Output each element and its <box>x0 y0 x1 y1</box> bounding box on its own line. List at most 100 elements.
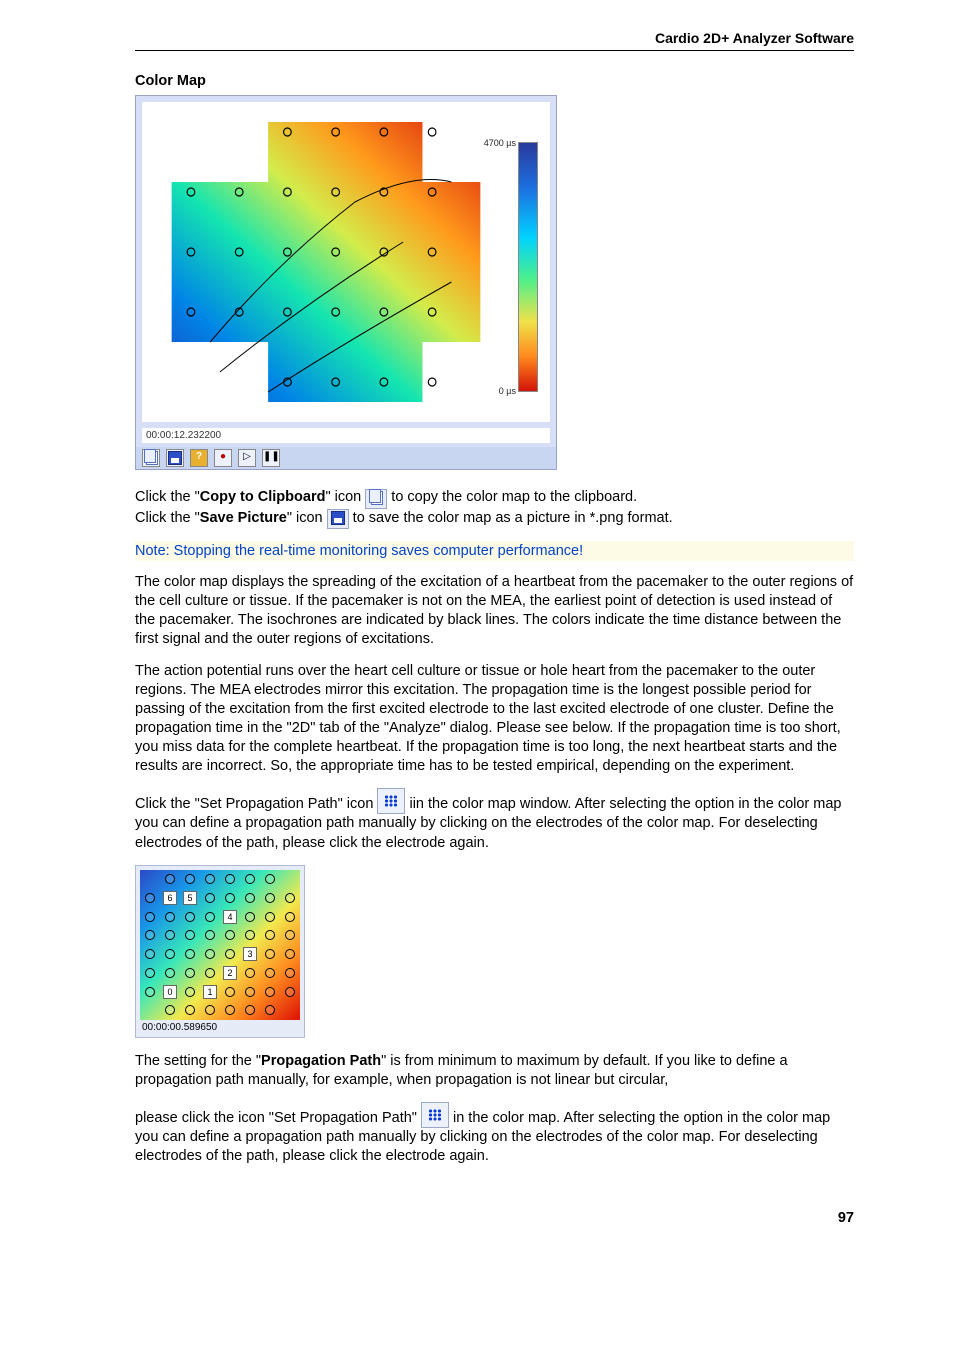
save-picture-icon[interactable] <box>327 509 349 529</box>
thumb-cell[interactable] <box>140 982 160 1001</box>
thumb-electrode[interactable] <box>165 968 175 978</box>
thumb-electrode[interactable] <box>285 912 295 922</box>
thumb-electrode[interactable] <box>185 987 195 997</box>
thumb-electrode[interactable] <box>205 1005 215 1015</box>
thumb-electrode[interactable] <box>165 874 175 884</box>
thumb-electrode[interactable] <box>145 930 155 940</box>
thumb-cell[interactable] <box>260 945 280 964</box>
thumb-electrode[interactable] <box>185 968 195 978</box>
thumb-electrode[interactable] <box>245 1005 255 1015</box>
thumb-electrode[interactable] <box>205 893 215 903</box>
thumb-electrode[interactable] <box>165 930 175 940</box>
thumb-cell[interactable] <box>200 870 220 889</box>
thumb-cell[interactable] <box>140 963 160 982</box>
thumb-cell[interactable] <box>200 926 220 945</box>
thumb-cell[interactable] <box>260 926 280 945</box>
thumb-cell[interactable] <box>280 945 300 964</box>
thumb-electrode[interactable] <box>245 930 255 940</box>
thumb-cell[interactable] <box>260 963 280 982</box>
thumb-cell[interactable] <box>260 982 280 1001</box>
thumb-cell[interactable] <box>280 907 300 926</box>
save-icon[interactable] <box>166 449 184 467</box>
thumb-cell[interactable] <box>260 907 280 926</box>
thumb-cell[interactable] <box>160 870 180 889</box>
thumb-electrode[interactable] <box>265 874 275 884</box>
thumb-cell[interactable] <box>280 870 300 889</box>
thumb-cell[interactable] <box>220 982 240 1001</box>
thumb-cell[interactable] <box>180 1001 200 1020</box>
thumb-cell[interactable] <box>240 888 260 907</box>
thumb-cell[interactable] <box>200 888 220 907</box>
thumb-cell[interactable] <box>280 982 300 1001</box>
thumb-electrode[interactable] <box>205 930 215 940</box>
thumb-electrode[interactable] <box>265 893 275 903</box>
thumb-cell[interactable] <box>200 1001 220 1020</box>
set-propagation-path-icon[interactable] <box>377 788 405 814</box>
thumb-numbered-electrode[interactable]: 6 <box>163 891 177 905</box>
thumb-electrode[interactable] <box>265 1005 275 1015</box>
thumb-electrode[interactable] <box>225 893 235 903</box>
thumb-cell[interactable] <box>200 907 220 926</box>
thumb-electrode[interactable] <box>245 874 255 884</box>
thumb-cell[interactable]: 2 <box>220 963 240 982</box>
thumb-cell[interactable] <box>240 907 260 926</box>
thumb-cell[interactable]: 3 <box>240 945 260 964</box>
thumb-cell[interactable] <box>140 926 160 945</box>
thumb-cell[interactable] <box>220 945 240 964</box>
thumb-electrode[interactable] <box>285 949 295 959</box>
set-propagation-path-icon[interactable] <box>421 1102 449 1128</box>
thumb-cell[interactable] <box>180 963 200 982</box>
thumb-numbered-electrode[interactable]: 4 <box>223 910 237 924</box>
thumb-cell[interactable] <box>260 870 280 889</box>
thumb-cell[interactable] <box>180 945 200 964</box>
thumb-cell[interactable] <box>280 1001 300 1020</box>
thumb-cell[interactable] <box>160 945 180 964</box>
thumb-electrode[interactable] <box>265 968 275 978</box>
thumb-electrode[interactable] <box>225 949 235 959</box>
pause-icon[interactable]: ❚❚ <box>262 449 280 467</box>
thumb-electrode[interactable] <box>205 874 215 884</box>
thumb-cell[interactable] <box>220 870 240 889</box>
thumb-electrode[interactable] <box>185 949 195 959</box>
thumb-numbered-electrode[interactable]: 2 <box>223 966 237 980</box>
thumb-electrode[interactable] <box>265 949 275 959</box>
thumb-electrode[interactable] <box>185 874 195 884</box>
thumb-cell[interactable] <box>160 907 180 926</box>
thumb-cell[interactable] <box>220 1001 240 1020</box>
thumb-electrode[interactable] <box>205 912 215 922</box>
thumb-cell[interactable] <box>160 926 180 945</box>
thumb-electrode[interactable] <box>145 968 155 978</box>
thumb-electrode[interactable] <box>285 893 295 903</box>
thumb-cell[interactable] <box>280 926 300 945</box>
record-icon[interactable]: ● <box>214 449 232 467</box>
thumb-electrode[interactable] <box>185 912 195 922</box>
thumb-cell[interactable]: 6 <box>160 888 180 907</box>
thumb-cell[interactable] <box>240 870 260 889</box>
thumb-cell[interactable] <box>140 888 160 907</box>
thumb-cell[interactable] <box>220 888 240 907</box>
thumb-electrode[interactable] <box>165 912 175 922</box>
copy-to-clipboard-icon[interactable] <box>365 489 387 509</box>
thumb-cell[interactable] <box>160 1001 180 1020</box>
thumb-cell[interactable] <box>140 945 160 964</box>
thumb-electrode[interactable] <box>165 1005 175 1015</box>
copy-icon[interactable] <box>142 449 160 467</box>
thumb-numbered-electrode[interactable]: 5 <box>183 891 197 905</box>
thumb-electrode[interactable] <box>185 1005 195 1015</box>
thumb-cell[interactable] <box>240 926 260 945</box>
thumb-cell[interactable] <box>140 1001 160 1020</box>
thumb-electrode[interactable] <box>265 987 275 997</box>
thumb-cell[interactable]: 0 <box>160 982 180 1001</box>
thumb-cell[interactable]: 5 <box>180 888 200 907</box>
thumb-electrode[interactable] <box>205 968 215 978</box>
thumb-cell[interactable] <box>140 907 160 926</box>
thumb-electrode[interactable] <box>265 930 275 940</box>
thumb-cell[interactable] <box>240 963 260 982</box>
thumb-cell[interactable] <box>240 982 260 1001</box>
thumb-numbered-electrode[interactable]: 1 <box>203 985 217 999</box>
thumb-electrode[interactable] <box>285 930 295 940</box>
thumb-cell[interactable] <box>200 945 220 964</box>
thumb-electrode[interactable] <box>245 912 255 922</box>
thumb-electrode[interactable] <box>285 968 295 978</box>
thumb-electrode[interactable] <box>205 949 215 959</box>
